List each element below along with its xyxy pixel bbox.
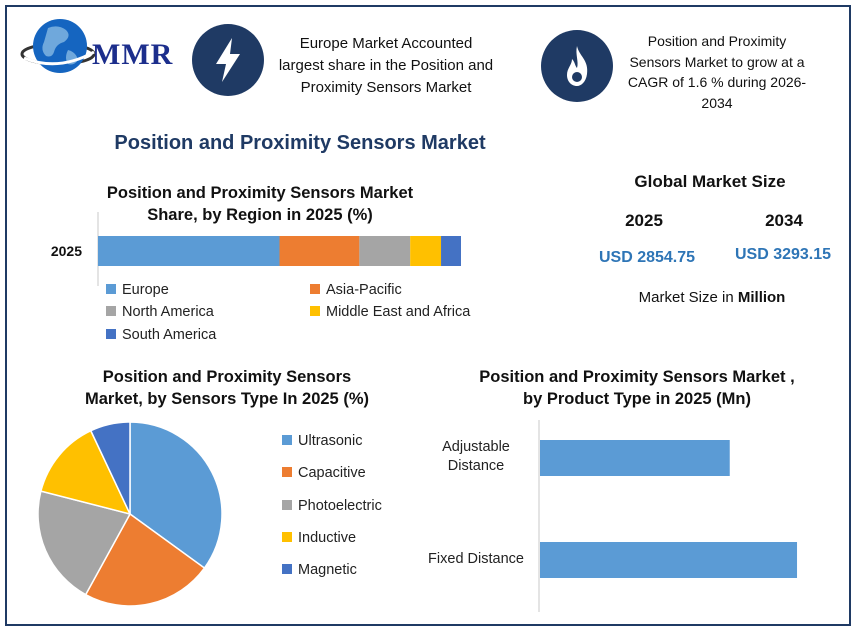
category-label-line: Adjustable [442, 439, 510, 455]
market-size-2025: USD 2854.75 [598, 249, 696, 266]
legend-swatch [282, 564, 292, 575]
globe-logo-icon [20, 19, 96, 73]
legend-label: South America [122, 327, 217, 343]
legend-item-middle-east-and-africa: Middle East and Africa [310, 304, 470, 320]
region-bar-north-america [359, 236, 411, 266]
callout-right-text: Position and Proximity Sensors Market to… [627, 33, 807, 111]
region-stacked-bar-chart: 2025 [51, 212, 461, 286]
pie-chart-title: Position and Proximity Sensors Market, b… [85, 368, 369, 408]
year-2025-label: 2025 [625, 211, 663, 230]
product-bar-adjustable-distance [540, 440, 730, 476]
legend-label: Ultrasonic [298, 433, 363, 449]
pie-slice-ultrasonic [129, 421, 223, 570]
legend-swatch [282, 467, 292, 478]
legend-item-north-america: North America [106, 304, 214, 320]
market-unit-note: Market Size in Million [638, 289, 786, 306]
product-category-label-adjustable-distance: Adjustable Distance [418, 438, 534, 476]
logo-text: MMR [92, 38, 174, 71]
legend-label: Europe [122, 282, 169, 298]
product-type-bar-chart [538, 420, 798, 612]
region-bar-south-america [441, 236, 461, 266]
legend-swatch [282, 499, 292, 510]
pie-slice-capacitive [84, 512, 206, 607]
legend-swatch [282, 435, 292, 446]
legend-swatch [282, 532, 292, 543]
category-label-line: Distance [447, 458, 505, 474]
sensor-type-pie-chart [37, 421, 223, 607]
pie-slice-magnetic [89, 421, 131, 515]
pie-legend-item-capacitive: Capacitive [282, 465, 366, 481]
pie-legend-item-photoelectric: Photoelectric [282, 498, 382, 514]
legend-swatch [310, 284, 320, 295]
pie-slice-inductive [39, 429, 132, 516]
pie-legend-item-ultrasonic: Ultrasonic [282, 433, 362, 449]
legend-swatch [106, 329, 116, 340]
product-chart-title: Position and Proximity Sensors Market , … [479, 368, 795, 408]
legend-label: Photoelectric [298, 497, 382, 514]
legend-label: Asia-Pacific [326, 282, 402, 298]
region-chart-title: Position and Proximity Sensors Market Sh… [106, 184, 414, 224]
legend-label: Middle East and Africa [326, 304, 471, 320]
global-market-title: Global Market Size [634, 172, 786, 191]
region-category-label: 2025 [51, 243, 82, 259]
legend-label: Inductive [298, 529, 357, 546]
callout-left-text: Europe Market Accounted largest share in… [278, 35, 494, 96]
product-bar-fixed-distance [540, 542, 798, 578]
year-2034-label: 2034 [765, 211, 803, 230]
pie-legend-item-magnetic: Magnetic [282, 562, 357, 578]
region-bar-middle-east-and-africa [410, 236, 442, 266]
flame-icon [541, 30, 613, 102]
lightning-icon [192, 24, 264, 96]
legend-item-europe: Europe [106, 282, 169, 298]
legend-label: North America [122, 304, 214, 320]
pie-legend-item-inductive: Inductive [282, 530, 356, 546]
legend-swatch [106, 306, 116, 317]
legend-label: Capacitive [298, 465, 366, 482]
product-category-label-fixed-distance: Fixed Distance [418, 550, 534, 569]
legend-item-south-america: South America [106, 327, 216, 343]
legend-label: Magnetic [298, 562, 357, 579]
category-label-line: Fixed Distance [428, 551, 524, 567]
legend-swatch [106, 284, 116, 295]
legend-swatch [310, 306, 320, 317]
region-bar-asia-pacific [279, 236, 360, 266]
market-size-2034: USD 3293.15 [734, 246, 832, 263]
pie-slice-photoelectric [37, 490, 132, 596]
legend-item-asia-pacific: Asia-Pacific [310, 282, 402, 298]
main-title: Position and Proximity Sensors Market [114, 132, 486, 154]
region-bar-europe [98, 236, 280, 266]
